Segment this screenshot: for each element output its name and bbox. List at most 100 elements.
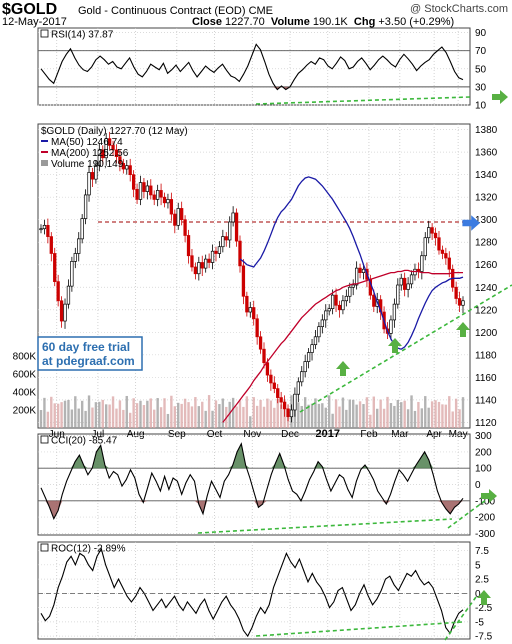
candle-body <box>255 318 259 338</box>
candle-body <box>217 246 222 254</box>
candle-body <box>265 362 270 376</box>
candle-body <box>440 249 445 254</box>
volume-bar <box>355 404 358 428</box>
volume-bar <box>242 406 245 428</box>
candle-body <box>77 238 81 254</box>
chg-value: +3.50 (+0.29%) <box>378 16 455 28</box>
candle-body <box>111 145 115 151</box>
volume-bar <box>46 411 50 428</box>
volume-bar <box>427 407 430 428</box>
candle-body <box>348 286 352 297</box>
candle-body <box>142 182 146 192</box>
price-y-tick-label: 1160 <box>475 373 497 384</box>
price-y-tick-label: 1280 <box>475 238 498 249</box>
volume-bar <box>324 407 327 428</box>
candle-body <box>94 165 98 180</box>
volume-bar <box>276 398 279 428</box>
instrument-name-text: Gold - Continuous Contract (EOD) <box>78 5 246 17</box>
cci-legend-swatch <box>40 435 49 444</box>
candle-body <box>300 371 304 383</box>
volume-bar <box>386 396 389 428</box>
price-y-tick-label: 1320 <box>475 193 498 204</box>
candle-body <box>245 295 249 313</box>
candle-body <box>135 188 139 200</box>
volume-bar <box>310 403 314 428</box>
candle-body <box>128 165 132 176</box>
volume-bar <box>379 399 382 428</box>
price-legend: $GOLD (Daily) 1227.70 (12 May) <box>41 126 188 137</box>
up-arrow-icon <box>336 361 350 376</box>
chart-date: 12-May-2017 <box>2 16 67 28</box>
candle-body <box>63 303 67 322</box>
volume-value: 190.1K <box>312 16 348 28</box>
right-arrow-icon <box>492 90 508 104</box>
cci-y-tick-label: 100 <box>475 464 492 475</box>
volume-bar <box>393 405 396 428</box>
volume-bar <box>122 409 125 428</box>
volume-bar <box>231 397 235 428</box>
candle-body <box>186 235 191 257</box>
candle-body <box>125 165 129 170</box>
roc-legend: ROC(12) -2.89% <box>51 544 126 555</box>
candle-body <box>293 393 297 411</box>
x-tick-label: 2017 <box>316 428 340 440</box>
volume-bar <box>70 409 74 428</box>
x-tick-label: Apr <box>426 429 442 440</box>
candle-body <box>118 156 122 164</box>
volume-bar <box>50 396 53 428</box>
x-tick-label: Mar <box>391 429 409 440</box>
candle-body <box>138 182 143 200</box>
stockcharts-credit: @ StockCharts.com <box>410 3 508 15</box>
candle-body <box>176 208 180 226</box>
volume-tick-label: 400K <box>13 388 37 399</box>
candle-body <box>204 258 208 269</box>
volume-bar <box>129 412 132 428</box>
candle-body <box>193 266 198 275</box>
volume-bar <box>358 401 362 428</box>
rsi-y-tick-label: 90 <box>475 28 487 39</box>
candle-body <box>80 218 84 240</box>
price-y-tick-label: 1120 <box>475 418 497 429</box>
volume-bar <box>307 404 310 428</box>
volume-bar <box>262 406 266 428</box>
volume-bar <box>273 407 276 428</box>
volume-tick-label: 200K <box>13 406 37 417</box>
candle-body <box>406 283 410 290</box>
volume-bar <box>403 400 406 428</box>
volume-tick-label: 800K <box>13 352 37 363</box>
volume-bar <box>118 400 122 428</box>
candle-body <box>101 149 105 159</box>
roc-y-tick-label: 2.5 <box>475 575 489 586</box>
volume-bar <box>389 403 393 428</box>
volume-bar <box>327 395 331 428</box>
x-tick-label: Aug <box>127 429 145 440</box>
cci-y-tick-label: 200 <box>475 447 492 458</box>
candle-body <box>180 208 184 221</box>
candle-body <box>169 199 174 215</box>
volume-bar <box>142 405 146 428</box>
candle-body <box>83 194 88 219</box>
x-tick-label: Sep <box>168 429 186 440</box>
candle-body <box>423 237 427 257</box>
roc-y-tick-label: -2.5 <box>475 603 493 614</box>
candle-body <box>59 300 64 322</box>
candle-body <box>73 253 77 262</box>
candle-body <box>104 138 108 159</box>
roc-y-tick-label: 5 <box>475 560 481 571</box>
candle-body <box>344 295 348 302</box>
candle-body <box>214 250 218 254</box>
volume-bar <box>132 398 135 428</box>
roc-y-tick-label: 0 <box>475 589 481 600</box>
volume-bar <box>77 408 80 428</box>
right-arrow-icon <box>481 489 497 503</box>
ma200-line <box>222 269 463 423</box>
volume-bar <box>163 398 166 428</box>
volume-bar <box>303 397 307 428</box>
volume-bar <box>269 400 273 428</box>
volume-bar <box>80 400 84 428</box>
volume-bar <box>177 402 180 428</box>
cci-legend: CCI(20) -85.47 <box>51 436 118 447</box>
volume-bar <box>345 409 348 428</box>
volume-bar <box>170 395 173 428</box>
candle-body <box>248 307 252 313</box>
